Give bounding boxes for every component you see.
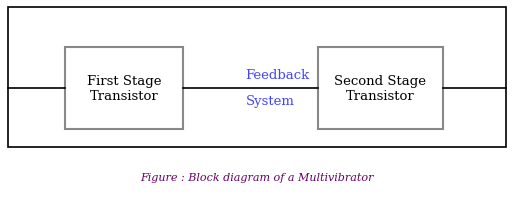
Text: Transistor: Transistor	[346, 90, 415, 103]
Text: Transistor: Transistor	[89, 90, 158, 103]
Bar	[8, 8, 506, 147]
Bar	[318, 48, 443, 129]
Text: Figure : Block diagram of a Multivibrator: Figure : Block diagram of a Multivibrato…	[140, 172, 374, 182]
Text: Second Stage: Second Stage	[335, 75, 427, 88]
Text: Feedback: Feedback	[246, 69, 310, 82]
Bar	[65, 48, 183, 129]
Text: First Stage: First Stage	[87, 75, 161, 88]
Text: System: System	[246, 95, 295, 108]
